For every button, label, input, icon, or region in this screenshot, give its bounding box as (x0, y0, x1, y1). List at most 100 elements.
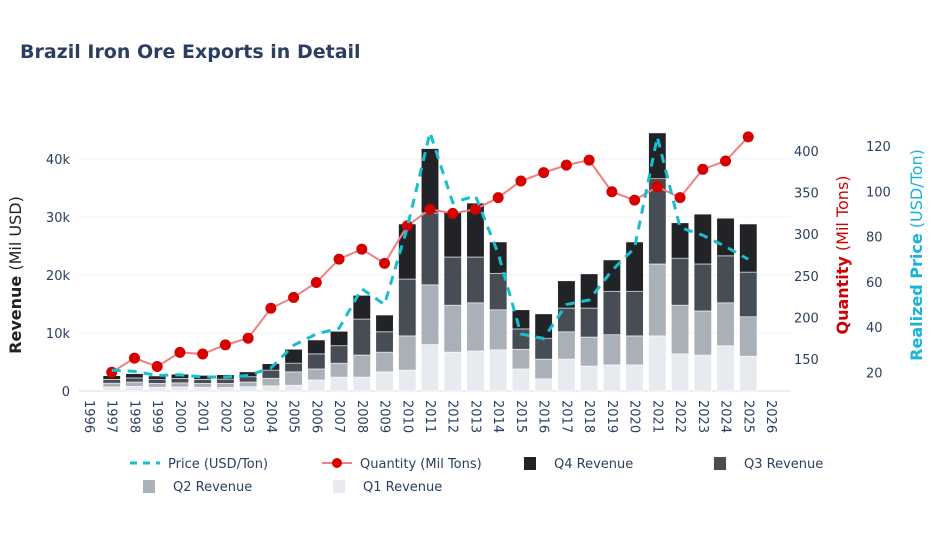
x-tick-label: 2001 (195, 400, 210, 433)
x-tick-label: 2000 (172, 400, 187, 433)
quantity-point (174, 346, 186, 358)
quantity-point (242, 332, 254, 344)
bar-q1-revenue (716, 345, 735, 392)
bar-q3-revenue (602, 290, 621, 336)
x-tick-label: 2003 (240, 400, 255, 433)
bar-q2-revenue (125, 381, 144, 387)
quantity-point (151, 360, 163, 372)
legend-swatch-icon (143, 480, 155, 493)
legend-label: Price (USD/Ton) (168, 457, 268, 472)
bar-q1-revenue (148, 386, 167, 392)
x-tick-label: 2008 (354, 400, 369, 433)
bar-q3-revenue (102, 379, 121, 384)
quantity-point (219, 339, 231, 351)
bar-q3-revenue (716, 255, 735, 304)
y-right1-title: Quantity (Mil Tons) (833, 175, 852, 334)
quantity-point (310, 276, 322, 288)
quantity-point (401, 220, 413, 232)
bar-q1-revenue (693, 354, 712, 392)
y-left-tick-label: 20k (46, 269, 71, 284)
x-tick-label: 2021 (649, 400, 664, 433)
bar-q3-revenue (466, 256, 485, 304)
bar-q4-revenue (739, 223, 758, 273)
legend-label: Q2 Revenue (173, 480, 252, 495)
x-tick-label: 2017 (558, 400, 573, 433)
x-tick-label: 2015 (513, 400, 528, 433)
bar-q3-revenue (739, 271, 758, 318)
x-tick-label: 2022 (672, 400, 687, 433)
quantity-point (333, 253, 345, 265)
bar-q2-revenue (307, 368, 326, 381)
axes: 0 10k 20k 30k 40k 150 200 250 300 350 400 20 40 60 80 1… (46, 140, 891, 433)
bar-q1-revenue (625, 364, 644, 392)
x-tick-label: 2006 (308, 400, 323, 433)
bar-q3-revenue (125, 377, 144, 383)
bar-q2-revenue (261, 377, 280, 387)
bar-q1-revenue (102, 386, 121, 392)
quantity-point (515, 175, 527, 187)
x-tick-label: 2011 (422, 400, 437, 433)
bar-q1-revenue (739, 355, 758, 392)
bar-q4-revenue (375, 314, 394, 333)
bar-q2-revenue (716, 302, 735, 347)
bars (102, 132, 758, 392)
bar-q4-revenue (511, 309, 530, 330)
legend-label: Q1 Revenue (363, 480, 442, 495)
x-tick-label: 2014 (490, 400, 505, 433)
bar-q4-revenue (330, 330, 349, 347)
bar-q4-revenue (716, 217, 735, 257)
x-tick-label: 2012 (445, 400, 460, 433)
legend-label: Q3 Revenue (744, 457, 823, 472)
bar-q1-revenue (170, 386, 189, 392)
bar-q1-revenue (557, 358, 576, 392)
x-tick-label: 1998 (126, 400, 141, 433)
bar-q1-revenue (648, 335, 667, 392)
bar-q4-revenue (284, 348, 303, 364)
bar-q3-revenue (352, 318, 371, 356)
quantity-point (447, 207, 459, 219)
bar-q4-revenue (693, 213, 712, 265)
x-tick-label: 2016 (536, 400, 551, 433)
bar-q4-revenue (352, 294, 371, 320)
y-right2-tick-label: 80 (866, 231, 883, 246)
quantity-point (674, 192, 686, 204)
bar-q1-revenue (443, 351, 462, 392)
y-right1-tick-label: 400 (794, 145, 819, 160)
bar-q1-revenue (420, 344, 440, 392)
bar-q2-revenue (739, 316, 758, 357)
y-left-tick-label: 40k (46, 153, 71, 168)
bar-q1-revenue (125, 386, 144, 392)
y-right2-tick-label: 100 (866, 185, 891, 200)
bar-q1-revenue (466, 350, 485, 392)
y-left-tick-label: 0 (62, 385, 70, 400)
x-tick-label: 2020 (627, 400, 642, 433)
quantity-point (356, 243, 368, 255)
legend-label: Q4 Revenue (554, 457, 633, 472)
bar-q3-revenue (148, 379, 167, 384)
quantity-point (197, 348, 209, 360)
lines (106, 126, 754, 379)
quantity-point (560, 159, 572, 171)
y-right1-tick-label: 200 (794, 311, 819, 326)
legend-quantity-marker-icon (332, 458, 342, 468)
x-tick-label: 2007 (331, 400, 346, 433)
y-right1-tick-label: 150 (794, 353, 819, 368)
y-right2-tick-label: 20 (866, 367, 883, 382)
quantity-point (379, 257, 391, 269)
bar-q1-revenue (511, 368, 530, 392)
y-left-title: Revenue (Mil USD) (6, 196, 25, 354)
legend-swatch-icon (524, 457, 536, 470)
bar-q1-revenue (193, 386, 212, 392)
bar-q2-revenue (193, 383, 212, 388)
x-tick-label: 2005 (286, 400, 301, 433)
y-right1-tick-label: 350 (794, 187, 819, 202)
quantity-point (697, 163, 709, 175)
bar-q1-revenue (602, 364, 621, 392)
bar-q2-revenue (443, 304, 462, 353)
bar-q1-revenue (352, 376, 371, 392)
bar-q2-revenue (284, 371, 303, 386)
bar-q1-revenue (330, 376, 349, 392)
bar-q2-revenue (420, 284, 440, 345)
x-tick-label: 2010 (399, 400, 414, 433)
bar-q3-revenue (398, 278, 417, 337)
